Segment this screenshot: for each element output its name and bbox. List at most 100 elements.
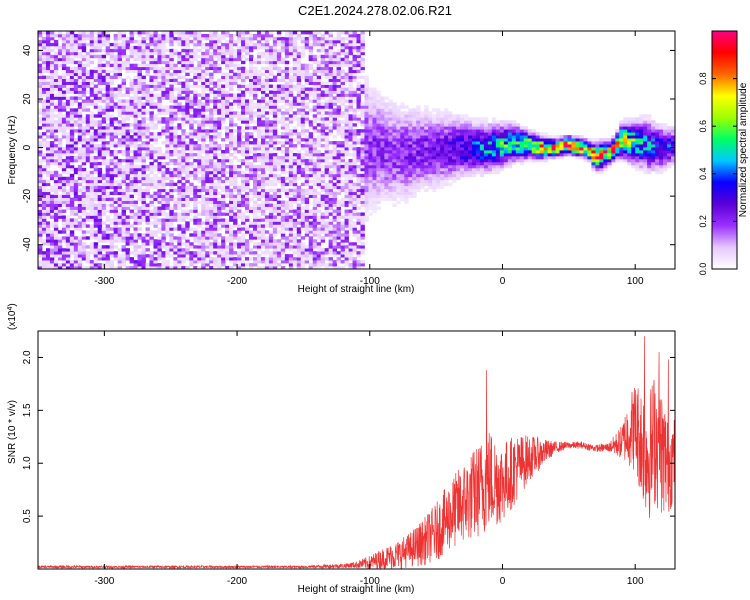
heatmap-cell [276,36,282,41]
heatmap-cell [93,66,99,71]
heatmap-cell [109,242,115,246]
heatmap-cell [336,221,341,225]
heatmap-cell [296,54,302,59]
heatmap-cell [288,36,294,41]
heatmap-cell [304,179,310,184]
heatmap-cell [153,218,158,222]
heatmap-cell [225,221,230,225]
heatmap-cell [69,155,75,160]
heatmap-cell [328,221,334,225]
heatmap-cell [149,84,154,88]
heatmap-cell [225,111,230,115]
heatmap-cell [332,164,337,169]
heatmap-cell [300,206,306,210]
heatmap-cell [316,75,322,80]
heatmap-cell [105,117,111,121]
heatmap-cell [225,96,230,100]
heatmap-cell [177,227,182,231]
heatmap-cell [49,230,55,234]
heatmap-cell [340,135,345,139]
heatmap-cell [121,209,126,213]
heatmap-cell [272,188,278,193]
heatmap-cell [133,188,138,193]
heatmap-cell [201,164,206,169]
heatmap-cell [93,31,99,35]
heatmap-cell [65,245,71,249]
heatmap-cell [141,60,146,65]
heatmap-cell [237,54,242,59]
heatmap-cell [181,105,186,109]
heatmap-cell [320,224,326,228]
heatmap-cell [201,81,206,85]
heatmap-cell [53,150,59,154]
heatmap-cell [177,51,182,56]
heatmap-cell [332,242,337,246]
heatmap-cell [332,81,337,85]
heatmap-cell [133,51,138,56]
heatmap-cell [173,87,178,91]
heatmap-cell [53,39,59,44]
heatmap-cell [296,152,302,157]
heatmap-cell [268,266,274,269]
heatmap-cell [205,132,210,136]
heatmap-cell [61,248,67,252]
heatmap-cell [173,117,178,121]
heatmap-cell [249,99,254,103]
heatmap-cell [344,108,349,112]
heatmap-cell [233,197,238,201]
heatmap-cell [113,152,119,157]
heatmap-cell [165,167,170,172]
heatmap-cell [221,111,226,115]
heatmap-cell [121,215,126,219]
heatmap-cell [129,167,134,172]
heatmap-cell [181,203,186,207]
heatmap-cell [181,42,186,47]
heatmap-cell [276,48,282,53]
heatmap-cell [320,120,326,124]
heatmap-cell [336,81,341,85]
heatmap-cell [169,48,174,53]
heatmap-cell [109,266,115,269]
heatmap-cell [256,158,262,163]
heatmap-cell [284,48,290,53]
heatmap-cell [332,72,337,77]
heatmap-cell [117,63,123,68]
heatmap-cell [241,144,246,148]
heatmap-cell [336,54,341,59]
heatmap-cell [252,78,258,82]
heatmap-cell [213,209,218,213]
heatmap-cell [288,84,294,88]
heatmap-cell [292,72,298,77]
heatmap-cell [256,248,262,252]
heatmap-cell [280,188,286,193]
heatmap-cell [252,194,258,199]
heatmap-cell [252,182,258,187]
heatmap-cell [65,170,71,175]
heatmap-cell [41,141,47,145]
heatmap-cell [41,167,47,172]
heatmap-cell [121,117,126,121]
heatmap-cell [252,158,258,163]
heatmap-cell [193,147,198,151]
heatmap-cell [249,33,254,38]
heatmap-cell [237,194,242,199]
heatmap-cell [169,176,174,181]
heatmap-cell [217,69,222,74]
heatmap-cell [157,48,162,53]
heatmap-cell [149,194,154,199]
heatmap-cell [272,138,278,142]
heatmap-cell [125,155,130,160]
heatmap-cell [45,36,51,41]
heatmap-cell [133,254,138,258]
heatmap-cell [217,111,222,115]
heatmap-cell [308,167,314,172]
heatmap-cell [268,36,274,41]
heatmap-cell [97,108,103,112]
heatmap-cell [280,242,286,246]
heatmap-cell [340,242,345,246]
heatmap-cell [213,147,218,151]
heatmap-cell [73,218,79,222]
heatmap-cell [85,123,91,127]
heatmap-cell [252,173,258,178]
heatmap-cell [193,257,198,261]
